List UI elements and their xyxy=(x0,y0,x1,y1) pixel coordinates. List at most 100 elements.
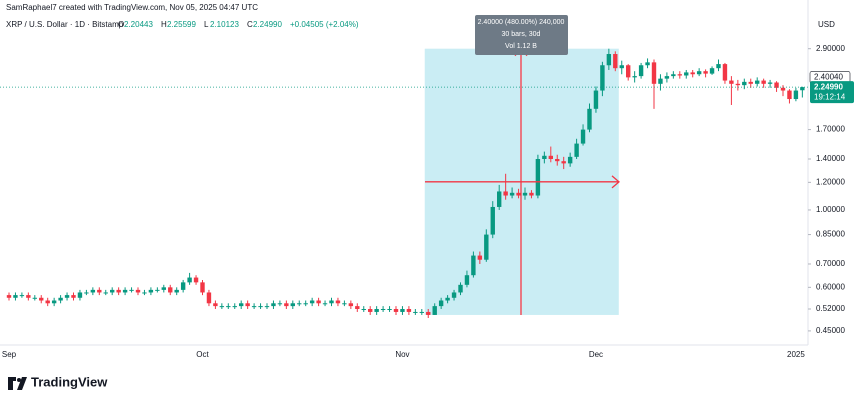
candle-body xyxy=(122,289,128,293)
candle-body xyxy=(684,72,689,76)
candle-body xyxy=(77,292,83,298)
x-tick-label: Sep xyxy=(2,350,17,359)
candle-body xyxy=(464,275,470,285)
candle-body xyxy=(355,306,360,310)
candle-body xyxy=(110,289,115,293)
candle-body xyxy=(645,62,650,66)
candle-body xyxy=(709,68,715,74)
x-tick-label: Nov xyxy=(395,350,409,359)
candle-body xyxy=(561,161,566,164)
candle-body xyxy=(284,303,289,307)
candle-body xyxy=(606,54,612,66)
brand: TradingView xyxy=(31,374,108,389)
y-tick-label: 1.40000 xyxy=(816,154,845,163)
candle-body xyxy=(555,159,560,162)
candle-body xyxy=(542,155,547,160)
measure-bars: 30 bars, 30d xyxy=(502,31,541,38)
candle-body xyxy=(90,289,96,293)
candle-body xyxy=(671,74,676,77)
candle-body xyxy=(32,297,37,299)
candle-body xyxy=(567,156,573,164)
y-tick-label: 1.00000 xyxy=(816,205,845,214)
logo-dot xyxy=(17,378,21,382)
candle-body xyxy=(438,300,444,307)
candle-body xyxy=(45,300,50,304)
candle-body xyxy=(716,64,721,69)
candle-body xyxy=(651,62,657,84)
candle-body xyxy=(800,87,805,91)
measure-box xyxy=(475,15,568,55)
x-tick-label: Oct xyxy=(196,350,209,359)
candle-body xyxy=(322,303,328,305)
candle-body xyxy=(432,306,437,315)
candle-body xyxy=(742,81,747,86)
candle-body xyxy=(400,309,405,312)
candle-body xyxy=(180,282,186,290)
ohlc-value: 2.20443 xyxy=(124,20,153,29)
currency: USD xyxy=(818,20,835,29)
candle-body xyxy=(200,282,205,293)
candle-body xyxy=(206,292,212,304)
candle-body xyxy=(374,309,379,312)
candle-body xyxy=(26,295,31,298)
candle-body xyxy=(755,80,760,84)
candle-body xyxy=(155,289,160,291)
candle-body xyxy=(84,292,89,294)
candle-body xyxy=(574,143,579,157)
candle-body xyxy=(419,311,424,313)
candle-body xyxy=(58,297,63,301)
candle-body xyxy=(793,90,799,100)
candle-body xyxy=(535,159,541,196)
candle-body xyxy=(593,90,599,109)
logo-icon xyxy=(8,377,27,390)
candle-body xyxy=(497,191,502,207)
y-tick-label: 0.52000 xyxy=(816,304,845,313)
candle-body xyxy=(245,303,250,307)
candle-body xyxy=(264,306,270,308)
candle-body xyxy=(471,255,476,276)
candle-body xyxy=(361,309,366,311)
candle-body xyxy=(64,295,70,298)
candle-body xyxy=(426,311,431,315)
candle-body xyxy=(297,303,302,305)
candle-body xyxy=(277,303,283,305)
x-tick-label: Dec xyxy=(589,350,603,359)
credit: SamRaphael7 created with TradingView.com… xyxy=(6,3,258,12)
candle-body xyxy=(626,65,631,78)
y-tick-label: 2.90000 xyxy=(816,44,845,53)
candle-body xyxy=(767,82,773,84)
candle-body xyxy=(290,303,295,307)
candle-body xyxy=(368,309,373,312)
price-tag-label: 2.40040 xyxy=(814,72,843,81)
candle-body xyxy=(193,277,199,283)
candle-body xyxy=(664,76,670,79)
candle-body xyxy=(213,303,218,307)
candle-body xyxy=(703,71,708,74)
candle-body xyxy=(148,289,154,293)
candle-body xyxy=(174,289,179,293)
candle-body xyxy=(658,78,663,84)
candle-body xyxy=(451,292,457,298)
logo: TradingView xyxy=(8,374,108,390)
ohlc-key: O xyxy=(118,20,124,29)
candle-body xyxy=(142,292,147,294)
candle-body xyxy=(348,303,354,307)
candle-body xyxy=(780,87,786,91)
candle-body xyxy=(168,287,173,293)
candle-body xyxy=(761,80,766,84)
candle-body xyxy=(335,300,341,304)
price-tag-label: 2.24990 xyxy=(814,82,843,91)
candle-body xyxy=(509,192,515,196)
candle-body xyxy=(516,192,521,196)
candle-body xyxy=(613,54,618,69)
candle-body xyxy=(39,297,44,301)
candle-body xyxy=(116,289,121,293)
candle-body xyxy=(522,192,528,196)
candle-body xyxy=(548,155,553,160)
candle-body xyxy=(71,295,76,298)
price-tag xyxy=(810,81,854,104)
candle-body xyxy=(529,192,534,196)
candle-body xyxy=(690,72,695,75)
candle-body xyxy=(380,309,386,311)
